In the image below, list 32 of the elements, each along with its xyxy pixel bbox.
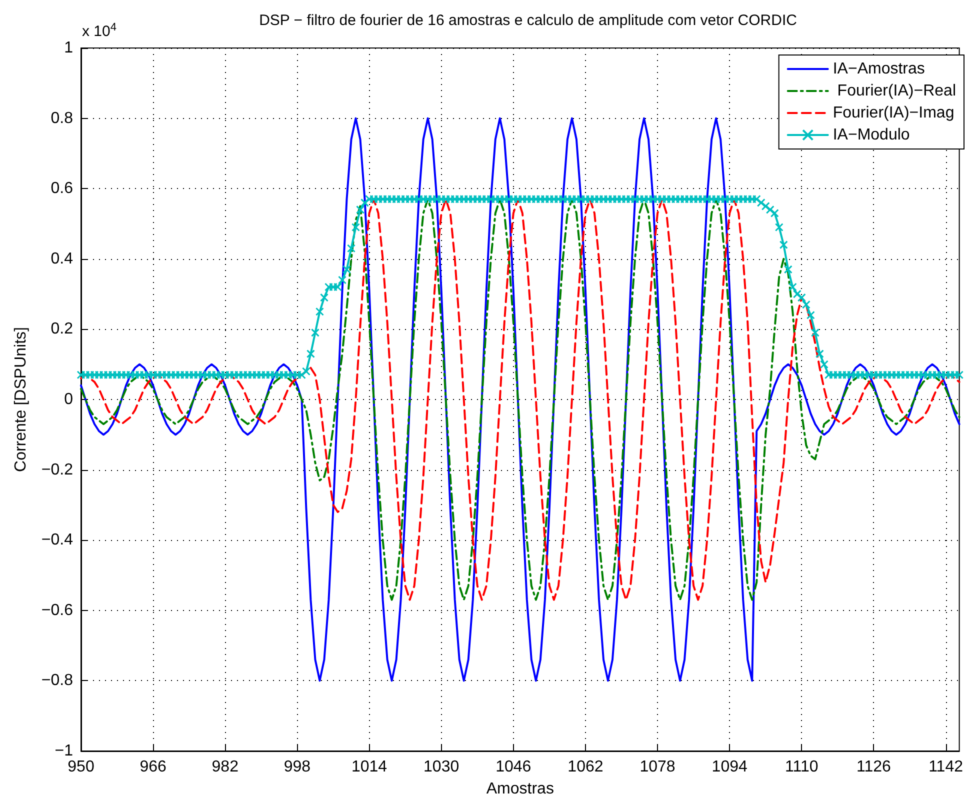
chart-title: DSP − filtro de fourier de 16 amostras e calculo de amplitude com vetor CORDIC [259, 12, 798, 29]
x-tick-label: 1126 [856, 758, 892, 776]
x-tick-label: 1094 [712, 758, 748, 776]
legend-label: IA−Modulo [832, 126, 910, 144]
line-series [80, 198, 960, 601]
x-tick-label: 950 [68, 758, 94, 776]
x-tick-label: 1046 [496, 758, 532, 776]
y-tick-label: 0 [64, 391, 74, 408]
x-tick-label: 982 [212, 758, 239, 776]
x-tick-label: 966 [140, 758, 167, 776]
y-tick-label: −0.8 [41, 672, 74, 690]
y-axis-title: Corrente [DSPUnits] [12, 327, 30, 472]
x-tick-label: 1110 [785, 758, 818, 776]
legend-label: IA−Amostras [832, 60, 925, 78]
x-tick-label: 1062 [568, 758, 604, 776]
y-tick-label: −0.2 [41, 461, 74, 478]
y-tick-label: 0.6 [50, 180, 74, 198]
legend-label: Fourier(IA)−Real [832, 82, 956, 100]
y-tick-label: −0.4 [41, 532, 74, 549]
y-tick-label: −0.6 [41, 602, 74, 619]
x-tick-label: 1014 [351, 758, 388, 776]
legend-label: Fourier(IA)−Imag [832, 104, 954, 122]
y-tick-label: 0.8 [50, 110, 74, 127]
x-tick-label: 1142 [928, 758, 964, 776]
y-tick-label: −1 [54, 742, 74, 760]
y-tick-label: 1 [64, 40, 74, 56]
y-tick-label: 0.4 [50, 250, 74, 268]
x-tick-label: 1030 [424, 758, 460, 776]
x-axis-title: Amostras [486, 780, 554, 798]
x-tick-label: 1078 [640, 758, 676, 776]
x-tick-label: 998 [284, 758, 311, 776]
y-tick-label: 0.2 [50, 320, 74, 338]
